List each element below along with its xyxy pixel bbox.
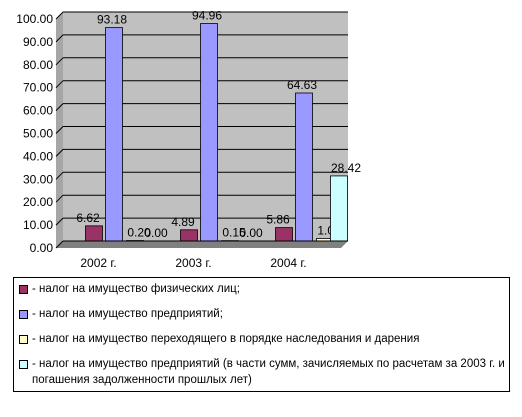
data-label: 6.62 [76, 211, 100, 225]
legend-swatch [19, 360, 28, 369]
bar [85, 225, 103, 242]
legend-swatch [19, 335, 28, 344]
gridline-side [55, 103, 64, 111]
legend-swatch [19, 285, 28, 294]
gridline-side [55, 126, 64, 134]
gridline-side [55, 11, 64, 20]
data-label: 28.42 [331, 161, 361, 175]
legend: - налог на имущество физических лиц; - на… [13, 277, 510, 392]
data-label: 0.00 [239, 226, 263, 240]
bar [180, 229, 198, 242]
y-tick-label: 20.00 [23, 195, 53, 209]
bar [200, 23, 218, 242]
bar [105, 27, 123, 242]
gridline-side [55, 171, 64, 180]
legend-item: - налог на имущество физических лиц; [19, 281, 507, 297]
gridline-side [55, 34, 64, 43]
bar [330, 175, 348, 242]
bar [275, 227, 293, 242]
gridline-side [55, 194, 64, 203]
data-label: 94.96 [192, 9, 222, 23]
legend-item: - налог на имущество предприятий; [19, 306, 507, 322]
y-tick-label: 0.00 [30, 241, 54, 255]
legend-label: - налог на имущество переходящего в поря… [32, 333, 420, 345]
x-category-label: 2002 г. [80, 256, 116, 270]
legend-item: - налог на имущество переходящего в поря… [19, 331, 507, 347]
data-label: 93.18 [97, 13, 127, 27]
y-tick-label: 10.00 [23, 218, 53, 232]
y-tick-label: 100.00 [16, 12, 53, 26]
y-tick-label: 70.00 [23, 81, 53, 95]
data-label: 0.15 [222, 226, 246, 240]
gridline-side [55, 80, 64, 89]
bar-chart: 0.00 10.00 20.00 30.00 40.00 50.00 60.00 70.00 8… [16, 9, 361, 270]
y-tick-label: 30.00 [23, 172, 53, 186]
x-category-label: 2003 г. [175, 256, 211, 270]
y-tick-label: 80.00 [23, 58, 53, 72]
data-label: 5.86 [266, 213, 290, 227]
legend-label: - налог на имущество предприятий; [32, 308, 223, 320]
data-label: 4.89 [171, 215, 195, 229]
y-tick-label: 40.00 [23, 149, 53, 163]
gridline-side [55, 149, 64, 157]
gridline-side [55, 57, 64, 66]
gridline-side [55, 240, 64, 249]
data-label: 0.00 [144, 226, 168, 240]
plot-floor [56, 241, 348, 248]
bar [295, 92, 313, 242]
legend-label: - налог на имущество предприятий (в част… [32, 358, 505, 386]
data-label: 0.20 [127, 226, 151, 240]
y-tick-label: 90.00 [23, 35, 53, 49]
gridline-side [55, 217, 64, 226]
x-category-label: 2004 г. [270, 256, 306, 270]
legend-item: - налог на имущество предприятий (в част… [19, 356, 507, 388]
y-tick-label: 50.00 [23, 127, 53, 141]
legend-swatch [19, 310, 28, 319]
legend-label: - налог на имущество физических лиц; [32, 283, 240, 295]
data-label: 64.63 [287, 78, 317, 92]
y-tick-label: 60.00 [23, 104, 53, 118]
